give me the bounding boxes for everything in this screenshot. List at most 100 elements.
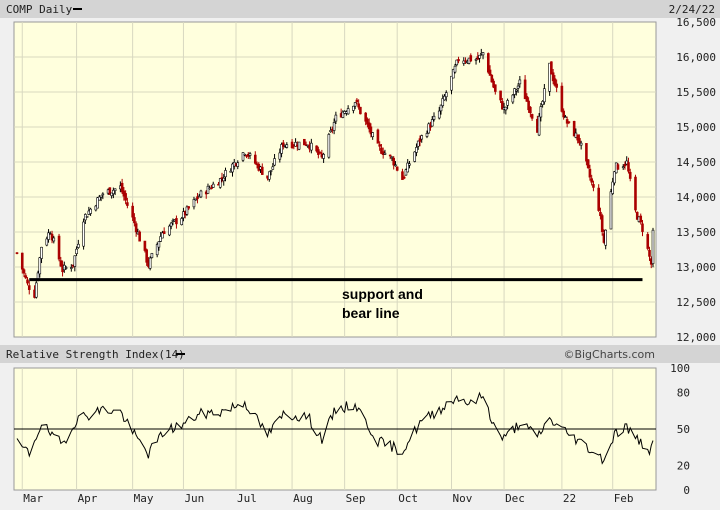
candle — [150, 252, 154, 259]
candle — [432, 112, 436, 122]
candle — [388, 154, 392, 160]
candle — [124, 190, 127, 205]
candle — [64, 265, 68, 270]
candle — [494, 84, 497, 95]
candle — [82, 218, 85, 250]
candle — [134, 221, 138, 237]
candle — [590, 174, 593, 186]
candle — [492, 78, 495, 89]
candle — [367, 118, 371, 133]
candle — [564, 114, 567, 119]
candle — [155, 242, 159, 258]
candle — [353, 102, 357, 110]
candle — [600, 213, 604, 236]
candle — [651, 227, 655, 268]
candle — [285, 142, 289, 149]
candle — [273, 153, 276, 167]
candle — [352, 105, 355, 114]
month-tick-label: Feb — [614, 492, 634, 505]
candlestick-series — [15, 48, 655, 299]
candle — [474, 57, 478, 65]
candle — [85, 215, 89, 218]
candle — [628, 168, 632, 182]
candle — [443, 94, 446, 101]
candle — [112, 187, 115, 199]
symbol-label: COMP Daily — [6, 3, 73, 16]
candle — [187, 205, 191, 211]
candle — [322, 152, 325, 163]
candle — [380, 143, 383, 155]
candle — [430, 116, 434, 127]
candle — [439, 104, 443, 115]
candle — [478, 54, 481, 63]
candle — [525, 93, 529, 102]
price-tick-label: 12,000 — [676, 331, 716, 344]
candle — [34, 279, 38, 299]
month-tick-label: Dec — [505, 492, 525, 505]
month-tick-label: May — [134, 492, 154, 505]
candle — [490, 74, 494, 83]
candle — [621, 164, 625, 170]
rsi-tick-label: 80 — [677, 386, 690, 399]
candle — [236, 160, 240, 170]
candle — [511, 93, 515, 105]
candle — [462, 57, 466, 66]
candle — [613, 170, 616, 186]
candle — [175, 215, 178, 229]
candle — [290, 138, 294, 149]
candle — [402, 175, 406, 180]
candle — [280, 142, 283, 158]
candle — [550, 61, 553, 75]
candle — [159, 232, 162, 242]
candle — [527, 97, 530, 113]
rsi-tick-label: 100 — [670, 362, 690, 375]
candle — [278, 148, 282, 163]
price-header-bar — [0, 0, 720, 18]
rsi-tick-label: 0 — [683, 484, 690, 497]
month-tick-label: Jul — [237, 492, 257, 505]
candle — [392, 156, 395, 170]
candle — [253, 151, 257, 165]
candle — [487, 52, 490, 74]
candle — [616, 163, 620, 170]
candle — [529, 106, 532, 118]
candle — [425, 130, 429, 139]
candle — [562, 108, 565, 120]
candle — [592, 180, 595, 192]
candle — [548, 62, 551, 96]
candle — [427, 122, 431, 134]
candle — [120, 178, 124, 195]
candle — [310, 138, 313, 154]
candle — [110, 192, 113, 199]
candle — [611, 177, 615, 195]
candle — [303, 138, 306, 146]
candle — [75, 246, 78, 256]
annotation-line1: support and — [342, 286, 423, 302]
candle — [541, 100, 544, 108]
month-tick-label: Oct — [398, 492, 418, 505]
candle — [585, 143, 588, 166]
candle — [635, 211, 639, 220]
candle — [50, 230, 54, 244]
candle — [518, 76, 522, 88]
candle — [560, 82, 564, 113]
candle — [369, 123, 373, 138]
candle — [395, 166, 399, 172]
candle — [404, 168, 408, 176]
candle — [192, 196, 196, 210]
candle — [579, 140, 583, 150]
candle — [210, 184, 213, 190]
candle — [126, 197, 129, 209]
candle — [623, 161, 627, 170]
candle — [108, 187, 112, 195]
candle — [89, 207, 92, 216]
candle — [504, 106, 508, 115]
price-tick-label: 16,000 — [676, 51, 716, 64]
candle — [133, 213, 136, 227]
candle — [641, 219, 644, 237]
candle — [162, 227, 166, 235]
candle — [168, 224, 171, 237]
candle — [222, 174, 226, 186]
candle — [241, 152, 245, 162]
candle — [453, 63, 457, 74]
